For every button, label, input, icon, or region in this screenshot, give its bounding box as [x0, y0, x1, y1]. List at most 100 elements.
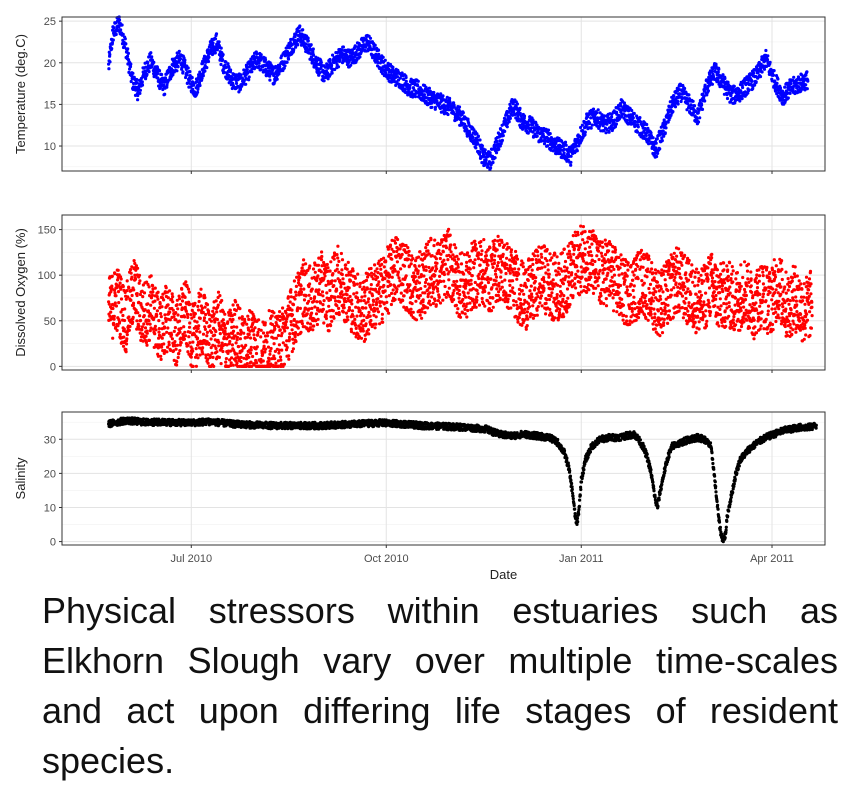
dissolved-oxygen-point: [195, 336, 200, 340]
temperature-point: [214, 32, 219, 36]
temperature-point: [286, 57, 291, 61]
dissolved-oxygen-point: [371, 303, 375, 307]
temperature-point: [145, 72, 149, 76]
dissolved-oxygen-point: [207, 309, 211, 313]
dissolved-oxygen-point: [147, 338, 151, 342]
dissolved-oxygen-point: [143, 326, 148, 330]
dissolved-oxygen-point: [379, 267, 383, 271]
temperature-point: [518, 106, 522, 110]
dissolved-oxygen-point: [274, 361, 278, 365]
dissolved-oxygen-point: [173, 340, 177, 344]
dissolved-oxygen-point: [245, 362, 249, 366]
dissolved-oxygen-point: [446, 258, 450, 262]
dissolved-oxygen-point: [341, 310, 345, 314]
dissolved-oxygen-point: [282, 362, 286, 366]
dissolved-oxygen-point: [119, 297, 124, 301]
dissolved-oxygen-point: [411, 294, 415, 298]
dissolved-oxygen-point: [288, 332, 292, 336]
dissolved-oxygen-point: [326, 266, 330, 270]
temperature-point: [311, 47, 315, 51]
temperature-point: [788, 91, 792, 95]
dissolved-oxygen-point: [156, 297, 160, 301]
dissolved-oxygen-point: [327, 329, 331, 333]
temperature-point: [752, 71, 756, 75]
dissolved-oxygen-point: [371, 277, 375, 281]
dissolved-oxygen-point: [211, 309, 215, 313]
dissolved-oxygen-point: [155, 309, 159, 313]
dissolved-oxygen-point: [213, 333, 217, 337]
dissolved-oxygen-point: [276, 333, 281, 338]
temperature-point: [750, 79, 754, 83]
dissolved-oxygen-point: [272, 336, 276, 340]
dissolved-oxygen-point: [456, 265, 460, 269]
dissolved-oxygen-point: [274, 336, 278, 340]
dissolved-oxygen-point: [378, 304, 382, 308]
dissolved-oxygen-point: [198, 316, 202, 320]
temperature-point: [213, 37, 218, 41]
dissolved-oxygen-point: [289, 320, 293, 324]
dissolved-oxygen-point: [183, 315, 187, 319]
dissolved-oxygen-point: [302, 287, 306, 291]
dissolved-oxygen-point: [430, 295, 434, 299]
dissolved-oxygen-point: [182, 337, 186, 341]
temperature-point: [200, 76, 204, 80]
dissolved-oxygen-point: [388, 243, 393, 247]
dissolved-oxygen-point: [441, 250, 445, 254]
temperature-point: [150, 55, 154, 59]
dissolved-oxygen-point: [389, 252, 393, 257]
dissolved-oxygen-point: [212, 312, 216, 316]
temperature-point: [658, 147, 662, 151]
dissolved-oxygen-point: [209, 319, 213, 323]
temperature-point: [221, 58, 225, 62]
temperature-point: [197, 81, 202, 85]
dissolved-oxygen-point: [186, 315, 190, 319]
dissolved-oxygen-point: [205, 330, 209, 334]
dissolved-oxygen-point: [259, 328, 263, 332]
dissolved-oxygen-point: [355, 291, 359, 295]
dissolved-oxygen-point: [418, 293, 422, 298]
dissolved-oxygen-point: [322, 321, 326, 325]
dissolved-oxygen-point: [121, 284, 125, 289]
dissolved-oxygen-point: [132, 259, 136, 263]
dissolved-oxygen-point: [292, 317, 296, 322]
dissolved-oxygen-point: [217, 355, 221, 359]
dissolved-oxygen-point: [364, 278, 369, 282]
dissolved-oxygen-point: [372, 299, 376, 303]
temperature-point: [134, 88, 138, 92]
dissolved-oxygen-point: [320, 250, 324, 254]
dissolved-oxygen-point: [172, 315, 176, 319]
dissolved-oxygen-point: [436, 289, 440, 293]
temperature-point: [664, 126, 668, 130]
dissolved-oxygen-point: [107, 302, 111, 306]
dissolved-oxygen-point: [187, 325, 192, 329]
dissolved-oxygen-point: [433, 299, 437, 303]
temperature-point: [432, 90, 436, 95]
dissolved-oxygen-point: [175, 363, 179, 367]
dissolved-oxygen-point: [124, 350, 128, 354]
temperature-point: [630, 108, 634, 113]
dissolved-oxygen-point: [132, 288, 136, 292]
temperature-point: [184, 75, 188, 80]
dissolved-oxygen-point: [153, 286, 157, 290]
dissolved-oxygen-point: [140, 325, 144, 329]
dissolved-oxygen-point: [174, 347, 178, 351]
dissolved-oxygen-point: [184, 280, 188, 284]
dissolved-oxygen-point: [320, 254, 324, 259]
temperature-point: [660, 139, 664, 143]
temperature-point: [631, 116, 635, 120]
temperature-point: [683, 86, 687, 91]
temperature-point: [250, 70, 254, 74]
dissolved-oxygen-point: [231, 363, 235, 367]
temperature-point: [149, 51, 153, 55]
temperature-point: [144, 77, 148, 81]
dissolved-oxygen-point: [116, 290, 121, 294]
dissolved-oxygen-point: [128, 324, 132, 329]
dissolved-oxygen-point: [246, 314, 250, 318]
temperature-point: [330, 71, 334, 75]
dissolved-oxygen-point: [138, 279, 142, 283]
dissolved-oxygen-point: [345, 315, 349, 319]
dissolved-oxygen-point: [203, 305, 207, 309]
dissolved-oxygen-point: [439, 279, 443, 284]
dissolved-oxygen-point: [346, 260, 350, 264]
dissolved-oxygen-point: [396, 270, 400, 274]
